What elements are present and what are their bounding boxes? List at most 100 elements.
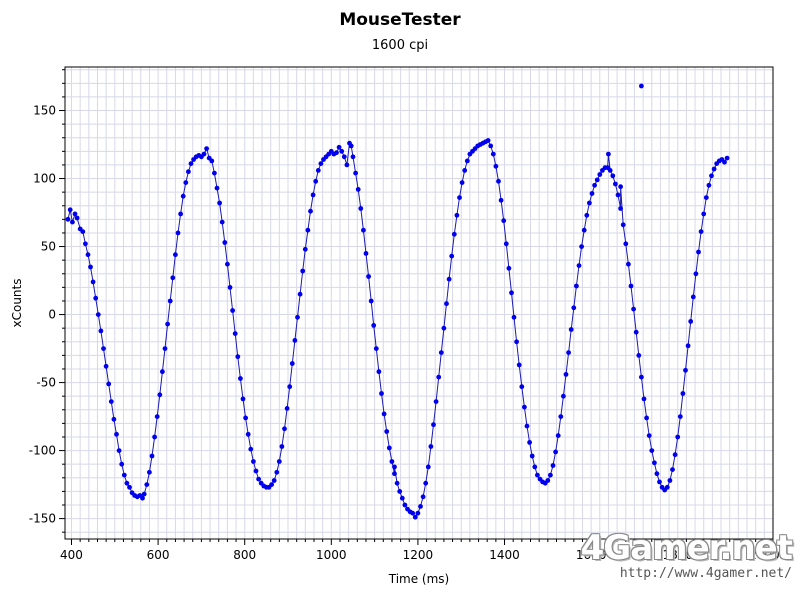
data-point <box>633 329 639 335</box>
data-point <box>628 283 634 289</box>
data-point <box>724 155 730 161</box>
data-point <box>392 471 397 477</box>
data-point <box>366 274 371 279</box>
data-point <box>149 453 155 459</box>
data-point <box>428 444 434 449</box>
y-tick-label: -100 <box>29 444 56 458</box>
data-point <box>292 338 298 343</box>
data-point <box>88 264 93 270</box>
data-point <box>511 314 517 320</box>
data-point <box>74 215 80 221</box>
data-point <box>581 227 587 233</box>
data-point <box>98 328 104 334</box>
data-point <box>217 200 223 206</box>
x-axis-label: Time (ms) <box>388 572 450 586</box>
data-point <box>85 252 91 258</box>
data-point <box>641 396 647 402</box>
data-point <box>67 207 73 213</box>
y-axis-label: xCounts <box>10 279 24 328</box>
data-point <box>639 83 644 89</box>
data-point <box>698 229 704 235</box>
data-point <box>72 211 78 217</box>
data-point <box>248 446 254 452</box>
data-point <box>188 161 194 167</box>
data-point <box>706 182 712 188</box>
data-point <box>436 374 442 380</box>
data-point <box>353 170 358 176</box>
data-point <box>144 482 150 487</box>
y-tick-label: 50 <box>41 240 56 254</box>
data-point <box>251 459 256 464</box>
data-point <box>399 495 405 501</box>
y-tick-label: -50 <box>36 376 56 390</box>
data-point <box>579 244 584 250</box>
data-point <box>238 376 243 381</box>
chart-subtitle: 1600 cpi <box>371 38 429 53</box>
data-point <box>315 168 321 173</box>
data-point <box>204 146 210 152</box>
x-tick-label: 400 <box>60 548 83 562</box>
data-point <box>209 158 215 164</box>
data-point <box>222 240 228 245</box>
data-point <box>696 249 701 255</box>
data-point <box>140 495 145 501</box>
data-point <box>297 291 303 297</box>
data-point <box>433 399 439 404</box>
data-point <box>563 372 569 377</box>
data-point <box>488 143 494 149</box>
y-tick-label: 100 <box>33 172 56 186</box>
data-point <box>70 219 75 225</box>
data-point <box>308 208 313 214</box>
data-point <box>529 453 535 459</box>
y-tick-label: 150 <box>33 104 56 118</box>
data-point <box>95 312 101 317</box>
data-point <box>373 346 379 351</box>
data-point <box>152 434 158 440</box>
data-point <box>253 468 259 474</box>
data-point <box>532 464 538 470</box>
data-point <box>620 222 626 228</box>
data-point <box>170 275 176 281</box>
data-point <box>284 406 290 411</box>
data-point <box>423 480 429 486</box>
data-point <box>597 172 603 177</box>
x-tick-label: 600 <box>147 548 170 562</box>
data-point <box>271 478 277 483</box>
data-point <box>690 294 696 300</box>
data-point <box>157 392 163 398</box>
x-tick-label: 1400 <box>489 548 520 562</box>
data-point <box>639 374 644 380</box>
data-point <box>566 350 571 355</box>
data-point <box>654 471 660 477</box>
data-point <box>392 464 397 470</box>
data-point <box>141 491 147 497</box>
data-point <box>618 184 623 190</box>
data-point <box>550 463 556 468</box>
data-point <box>498 197 504 203</box>
data-point <box>415 510 421 516</box>
data-point <box>610 173 616 179</box>
data-point <box>108 399 114 404</box>
data-point <box>693 271 699 277</box>
data-point <box>636 353 642 358</box>
watermark: 4Gamer.net http://www.4gamer.net/ <box>562 528 793 581</box>
data-point <box>368 298 374 304</box>
data-point <box>83 241 88 247</box>
data-point <box>358 206 364 211</box>
data-point <box>402 502 408 508</box>
data-point <box>561 393 566 399</box>
data-point <box>485 138 491 143</box>
data-point <box>594 177 600 183</box>
data-point <box>355 187 361 192</box>
data-point <box>279 444 285 449</box>
data-point <box>114 431 119 437</box>
data-point <box>701 211 707 217</box>
data-point <box>376 369 382 375</box>
data-point <box>587 200 592 206</box>
data-point <box>389 459 395 464</box>
data-point <box>548 472 553 478</box>
data-point <box>121 472 127 478</box>
data-point <box>606 151 611 157</box>
data-point <box>703 195 709 201</box>
data-point <box>111 416 117 422</box>
